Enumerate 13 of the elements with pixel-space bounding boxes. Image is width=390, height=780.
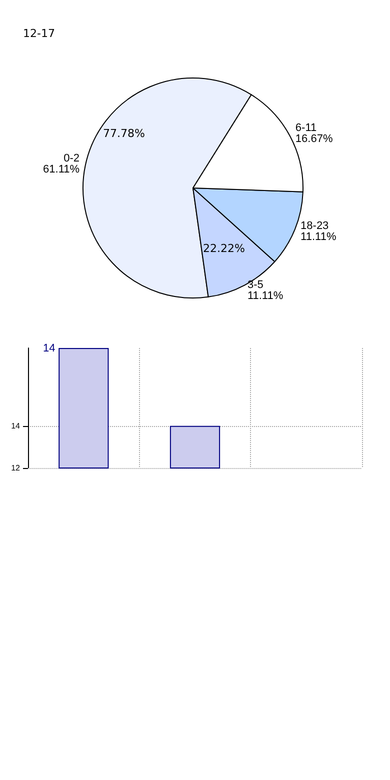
- data-label: 16.67%: [295, 133, 333, 146]
- data-label: 11.11%: [300, 230, 336, 243]
- text: 77.78%: [103, 127, 145, 140]
- slice-label: 3-5: [247, 278, 264, 291]
- slice-label: 6-11: [295, 122, 317, 134]
- slice-label: 0-2: [64, 152, 80, 164]
- annotation: 14: [43, 342, 56, 354]
- text: 22.22%: [203, 242, 245, 255]
- y-tick-label: 12: [11, 464, 21, 472]
- slice-label: 18-23: [300, 220, 329, 232]
- data-label: 11.11%: [247, 290, 284, 302]
- text: 12-17: [23, 27, 55, 40]
- data-label: 61.11%: [43, 163, 80, 176]
